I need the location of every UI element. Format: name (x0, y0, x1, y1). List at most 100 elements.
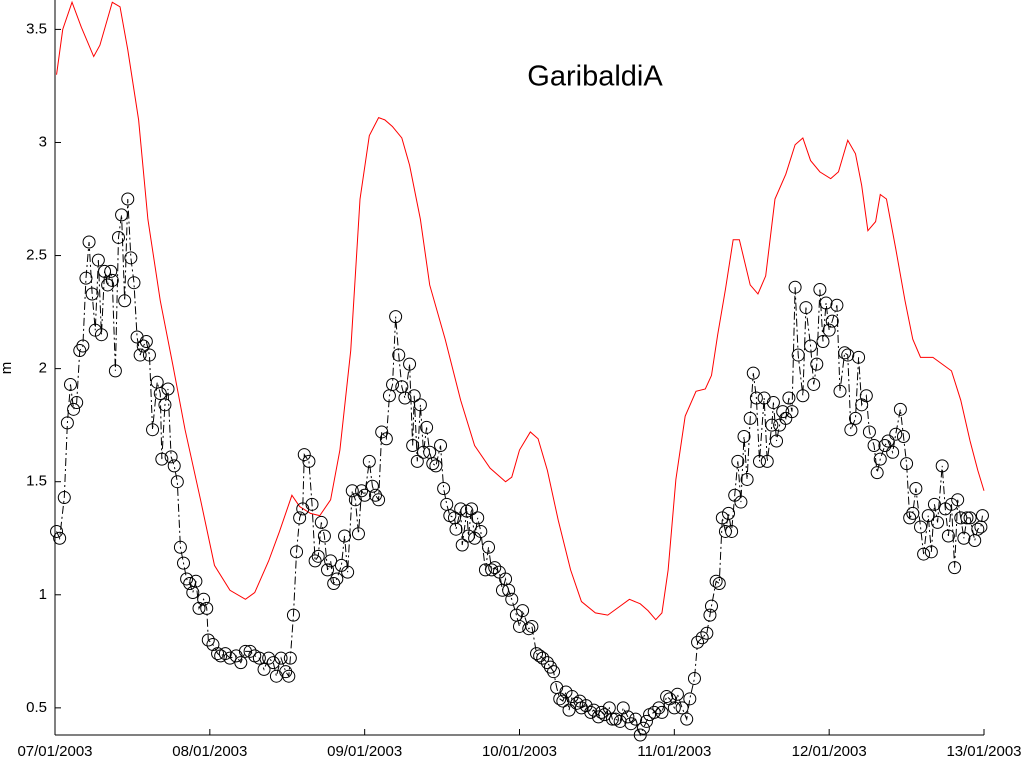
data-point (257, 662, 271, 676)
data-point (971, 522, 985, 536)
data-point (94, 328, 108, 342)
data-point (177, 556, 191, 570)
data-point (700, 626, 714, 640)
y-axis-label: m (0, 362, 15, 375)
data-point (737, 429, 751, 443)
data-point (660, 690, 674, 704)
data-point (70, 396, 84, 410)
data-point (121, 192, 135, 206)
x-tick-label: 08/01/2003 (172, 743, 247, 760)
chart-title: GaribaldiA (527, 61, 663, 93)
data-point (274, 651, 288, 665)
data-point (670, 687, 684, 701)
data-point (437, 481, 451, 495)
data-point (369, 488, 383, 502)
data-point (799, 301, 813, 315)
data-point (158, 398, 172, 412)
data-point (963, 511, 977, 525)
data-point (974, 520, 988, 534)
data-point (321, 563, 335, 577)
y-tick-label: 1 (39, 586, 47, 603)
data-point (201, 633, 215, 647)
data-point (218, 647, 232, 661)
data-point (146, 423, 160, 437)
data-point (598, 708, 612, 722)
data-point (234, 656, 248, 670)
y-tick-label: 2.5 (26, 247, 47, 264)
data-point (327, 576, 341, 590)
data-point (862, 425, 876, 439)
data-point (173, 540, 187, 554)
data-point (293, 511, 307, 525)
data-point (703, 608, 717, 622)
data-point (766, 396, 780, 410)
data-point (900, 457, 914, 471)
data-point (924, 545, 938, 559)
data-point (197, 592, 211, 606)
y-tick-label: 3 (39, 133, 47, 150)
data-point (153, 387, 167, 401)
data-point (746, 366, 760, 380)
data-point (426, 457, 440, 471)
data-point (82, 235, 96, 249)
data-point (621, 710, 635, 724)
data-point (844, 423, 858, 437)
data-point (305, 497, 319, 511)
data-point (562, 703, 576, 717)
data-point (57, 491, 71, 505)
data-point (540, 656, 554, 670)
data-point (903, 511, 917, 525)
data-point (776, 405, 790, 419)
data-point (655, 705, 669, 719)
data-point (740, 472, 754, 486)
data-point (749, 391, 763, 405)
x-tick-label: 09/01/2003 (327, 743, 402, 760)
data-point (816, 334, 830, 348)
data-point (142, 348, 156, 362)
data-point (478, 563, 492, 577)
data-point (200, 601, 214, 615)
data-point (180, 572, 194, 586)
data-point (290, 545, 304, 559)
data-point (579, 699, 593, 713)
data-point (355, 484, 369, 498)
data-point (957, 531, 971, 545)
data-point (410, 454, 424, 468)
data-point (807, 377, 821, 391)
y-tick-label: 0.5 (26, 699, 47, 716)
data-point (482, 540, 496, 554)
y-tick-label: 2 (39, 360, 47, 377)
data-point (63, 377, 77, 391)
data-point (127, 276, 141, 290)
data-point (407, 389, 421, 403)
data-point (616, 701, 630, 715)
data-point (536, 651, 550, 665)
y-tick-label: 1.5 (26, 473, 47, 490)
data-point (53, 531, 67, 545)
data-point (825, 314, 839, 328)
data-point (379, 432, 393, 446)
data-point (909, 481, 923, 495)
data-point (830, 298, 844, 312)
data-point (709, 574, 723, 588)
data-point (570, 696, 584, 710)
data-point (791, 348, 805, 362)
data-point (782, 391, 796, 405)
series-line (56, 0, 985, 621)
data-point (734, 495, 748, 509)
data-point (389, 310, 403, 324)
data-point (848, 411, 862, 425)
data-point (167, 459, 181, 473)
data-point (624, 717, 638, 731)
data-point (906, 506, 920, 520)
data-point (338, 529, 352, 543)
data-point (731, 454, 745, 468)
data-point (118, 294, 132, 308)
data-point (819, 296, 833, 310)
data-point (282, 669, 296, 683)
data-point (948, 561, 962, 575)
data-point (636, 721, 650, 735)
data-point (852, 350, 866, 364)
data-point (311, 549, 325, 563)
data-point (796, 389, 810, 403)
